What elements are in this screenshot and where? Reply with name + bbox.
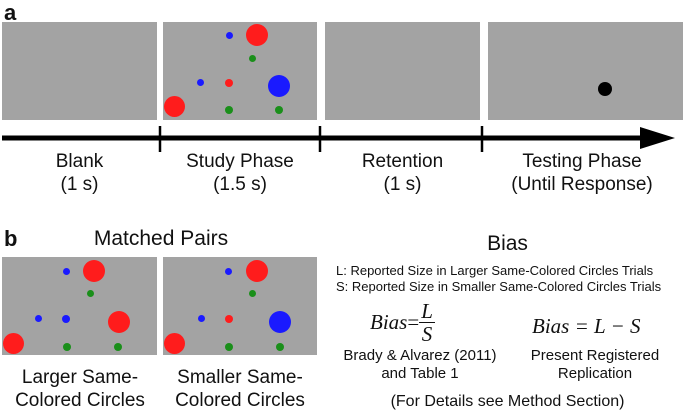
- circle-blue-small: [226, 32, 233, 39]
- stage-name: Retention: [361, 151, 444, 172]
- smaller-caption: Smaller Same- Colored Circles: [160, 366, 320, 412]
- bias-title: Bias: [487, 232, 528, 255]
- circle-green-small: [225, 343, 233, 351]
- stage-name: Blank: [55, 151, 104, 172]
- definition-L: L: Reported Size in Larger Same-Colored …: [336, 263, 654, 278]
- panel-a-label: a: [4, 0, 17, 25]
- circle-green-small: [225, 106, 233, 114]
- method-footnote: (For Details see Method Section): [390, 393, 625, 410]
- equation-lhs: Bias: [370, 310, 408, 334]
- timeline-stage-testing: Testing Phase (Until Response): [482, 150, 682, 196]
- equation-equals: =: [407, 310, 420, 334]
- caption-line: Smaller Same-: [177, 367, 303, 388]
- circle-blue-large: [269, 311, 291, 333]
- timeline-arrow: [2, 126, 675, 152]
- circle-red-large: [164, 333, 185, 354]
- circle-blue-small: [198, 315, 205, 322]
- source-line: and Table 1: [381, 365, 459, 382]
- stage-duration: (1 s): [60, 174, 99, 195]
- source-line: Replication: [557, 365, 633, 382]
- circle-red-small: [225, 315, 233, 323]
- larger-pair-screen: [2, 257, 157, 355]
- ratio-source: Brady & Alvarez (2011) and Table 1: [330, 347, 510, 383]
- retention-screen: [325, 22, 480, 120]
- smaller-pair-screen: [163, 257, 317, 355]
- definition-S: S: Reported Size in Smaller Same-Colored…: [336, 279, 662, 294]
- circle-green-small: [114, 343, 122, 351]
- matched-pairs-title: Matched Pairs: [93, 227, 229, 250]
- stage-duration: (Until Response): [511, 174, 653, 195]
- circle-red-large: [3, 333, 24, 354]
- circle-green-small: [276, 343, 284, 351]
- circle-green-small: [249, 55, 256, 62]
- blank-screen: [2, 22, 157, 120]
- difference-equation: Bias = L − S: [532, 314, 641, 338]
- source-line: Brady & Alvarez (2011): [343, 347, 497, 364]
- stage-name: Study Phase: [186, 151, 294, 172]
- caption-line: Colored Circles: [15, 390, 145, 411]
- stage-duration: (1 s): [383, 174, 422, 195]
- circle-green-small: [63, 343, 71, 351]
- circle-red-large: [108, 311, 130, 333]
- timeline-stage-retention: Retention (1 s): [325, 150, 480, 196]
- fraction-denominator: S: [421, 322, 433, 346]
- caption-line: Colored Circles: [175, 390, 305, 411]
- stage-name: Testing Phase: [522, 151, 642, 172]
- timeline-stage-blank: Blank (1 s): [2, 150, 157, 196]
- stage-duration: (1.5 s): [213, 174, 267, 195]
- circle-red-small: [225, 79, 233, 87]
- circle-blue-large: [268, 75, 290, 97]
- study-screen: [163, 22, 317, 120]
- circle-red-large: [164, 96, 185, 117]
- probe-circle: [598, 82, 612, 96]
- circle-blue-small: [225, 268, 232, 275]
- circle-green-small: [275, 106, 283, 114]
- circle-red-large: [83, 260, 105, 282]
- circle-green-small: [87, 290, 94, 297]
- larger-caption: Larger Same- Colored Circles: [0, 366, 160, 412]
- circle-red-large: [246, 24, 268, 46]
- circle-green-small: [249, 290, 256, 297]
- ratio-equation: Bias= L S: [370, 300, 435, 345]
- difference-source: Present Registered Replication: [515, 347, 675, 383]
- timeline-stage-study: Study Phase (1.5 s): [163, 150, 317, 196]
- circle-red-large: [246, 260, 268, 282]
- circle-blue-small: [35, 315, 42, 322]
- circle-blue-small: [62, 315, 70, 323]
- panel-b-label: b: [4, 226, 18, 251]
- caption-line: Larger Same-: [21, 367, 139, 388]
- circle-blue-small: [63, 268, 70, 275]
- testing-screen: [488, 22, 683, 120]
- circle-blue-small: [197, 79, 204, 86]
- fraction-numerator: L: [419, 299, 435, 323]
- source-line: Present Registered: [530, 347, 660, 364]
